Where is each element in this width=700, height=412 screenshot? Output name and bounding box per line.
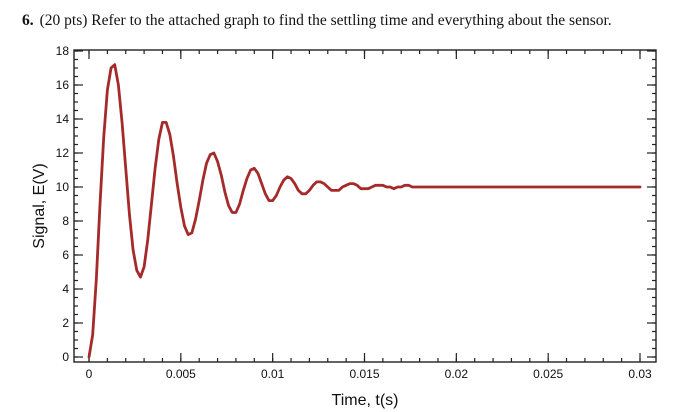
x-tick-label: 0.02 bbox=[445, 367, 469, 381]
y-tick-label: 10 bbox=[56, 180, 70, 194]
y-axis-label: Signal, E(V) bbox=[31, 163, 48, 248]
x-tick-label: 0.03 bbox=[628, 367, 652, 381]
y-tick-label: 6 bbox=[62, 248, 69, 262]
x-tick-label: 0 bbox=[86, 367, 93, 381]
x-tick-label: 0.005 bbox=[166, 367, 196, 381]
x-tick-label: 0.015 bbox=[349, 367, 379, 381]
tick-labels: 0 0.005 0.01 0.015 0.02 0.025 0.03 0 2 4 6 8 10 12 14 1… bbox=[56, 44, 652, 381]
y-tick-label: 0 bbox=[62, 350, 69, 364]
y-tick-label: 16 bbox=[56, 78, 70, 92]
x-tick-label: 0.01 bbox=[261, 367, 285, 381]
x-axis-label: Time, t(s) bbox=[332, 392, 399, 409]
question-body: (20 pts) Refer to the attached graph to … bbox=[39, 12, 612, 29]
y-tick-label: 14 bbox=[56, 112, 70, 126]
y-tick-label: 8 bbox=[62, 214, 69, 228]
y-tick-label: 2 bbox=[62, 316, 69, 330]
y-tick-label: 12 bbox=[56, 146, 70, 160]
question-number: 6. bbox=[22, 12, 34, 29]
tick-marks bbox=[74, 50, 656, 362]
plot-frame bbox=[73, 49, 657, 363]
y-tick-label: 4 bbox=[62, 282, 69, 296]
x-tick-label: 0.025 bbox=[533, 367, 563, 381]
signal-line bbox=[87, 63, 642, 359]
question-text: 6. (20 pts) Refer to the attached graph t… bbox=[22, 12, 692, 30]
y-tick-label: 18 bbox=[56, 44, 70, 58]
